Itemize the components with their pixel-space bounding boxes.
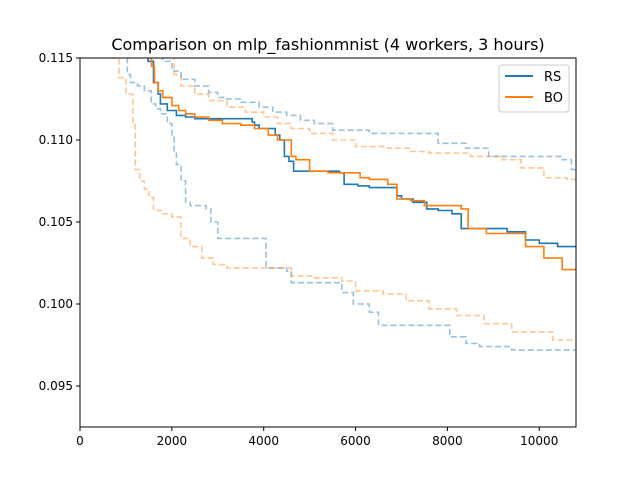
y-tick-label: 0.105 bbox=[39, 215, 73, 229]
x-tick-label: 2000 bbox=[157, 434, 188, 448]
x-tick-label: 6000 bbox=[340, 434, 371, 448]
plot-frame bbox=[79, 57, 577, 428]
y-tick-label: 0.095 bbox=[39, 379, 73, 393]
series-line-rs bbox=[147, 58, 576, 248]
x-tick-label: 4000 bbox=[248, 434, 279, 448]
x-tick-label: 0 bbox=[76, 434, 84, 448]
series-line-dashed bbox=[161, 58, 576, 171]
x-tick-label: 8000 bbox=[432, 434, 463, 448]
legend-label-rs: RS bbox=[544, 70, 561, 85]
y-tick-label: 0.100 bbox=[39, 297, 73, 311]
y-tick-label: 0.110 bbox=[39, 133, 73, 147]
series-line-bo bbox=[150, 58, 576, 271]
x-axis: 0 2000 4000 6000 8000 10000 bbox=[76, 427, 558, 448]
y-axis: 0.095 0.100 0.105 0.110 0.115 bbox=[39, 51, 80, 393]
chart-title: Comparison on mlp_fashionmnist (4 worker… bbox=[111, 35, 544, 55]
series-line-dashed bbox=[111, 58, 576, 341]
series-line-dashed bbox=[173, 58, 576, 181]
legend-label-bo: BO bbox=[544, 91, 563, 106]
x-tick-label: 10000 bbox=[520, 434, 558, 448]
series-layer bbox=[111, 58, 576, 351]
series-line-dashed bbox=[126, 58, 576, 351]
legend: RS BO bbox=[498, 64, 570, 113]
y-tick-label: 0.115 bbox=[39, 51, 73, 65]
